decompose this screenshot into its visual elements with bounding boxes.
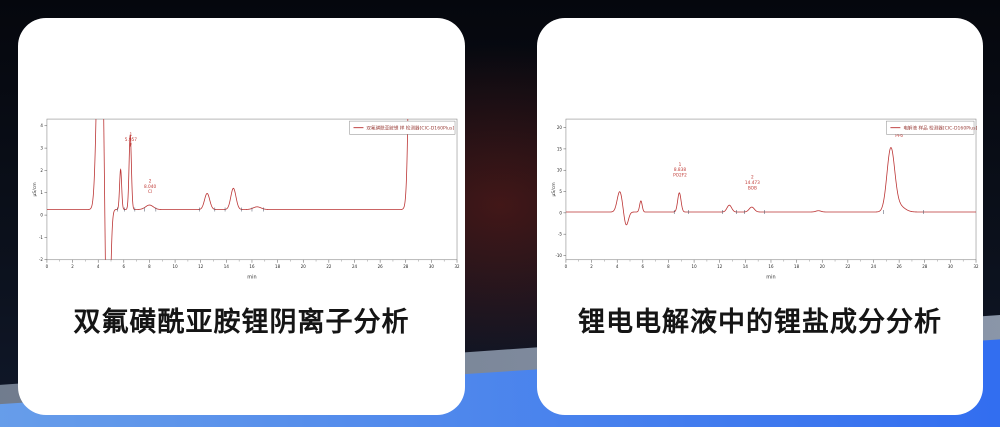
svg-text:26: 26 bbox=[897, 264, 902, 269]
svg-text:2: 2 bbox=[71, 264, 74, 269]
svg-text:Cl: Cl bbox=[148, 189, 152, 195]
svg-text:min: min bbox=[766, 274, 775, 280]
svg-text:2: 2 bbox=[149, 179, 152, 185]
svg-text:26: 26 bbox=[378, 264, 383, 269]
chromatogram-lifsi: 0 2 4 6 8 10 12 14 16 18 20 22 24 26 28 30 32 -2 -1 0 1 2 3 4 mi… bbox=[32, 113, 460, 281]
svg-text:电解液 样品 检测器[CIC-D160Plus]: 电解液 样品 检测器[CIC-D160Plus] bbox=[903, 124, 977, 131]
svg-text:2: 2 bbox=[590, 264, 593, 269]
svg-text:2: 2 bbox=[40, 168, 43, 173]
svg-text:-1: -1 bbox=[39, 235, 43, 240]
chromatogram-electrolyte: 0 2 4 6 8 10 12 14 16 18 20 22 24 26 28 30 32 -10 -5 0 5 10 15… bbox=[551, 113, 979, 281]
svg-text:12: 12 bbox=[198, 264, 203, 269]
svg-text:1: 1 bbox=[130, 132, 133, 138]
svg-text:6: 6 bbox=[642, 264, 645, 269]
svg-text:24: 24 bbox=[352, 264, 357, 269]
svg-text:14: 14 bbox=[743, 264, 748, 269]
svg-text:µS/cm: µS/cm bbox=[32, 182, 38, 196]
chromatogram-electrolyte-svg: 0 2 4 6 8 10 12 14 16 18 20 22 24 26 28 30 32-10-5051015… bbox=[551, 118, 979, 280]
svg-text:20: 20 bbox=[820, 264, 825, 269]
svg-text:4: 4 bbox=[97, 264, 100, 269]
svg-text:-2: -2 bbox=[39, 257, 43, 262]
svg-text:10: 10 bbox=[557, 168, 562, 173]
svg-text:-5: -5 bbox=[558, 232, 562, 237]
svg-text:BOB: BOB bbox=[748, 185, 757, 191]
svg-text:22: 22 bbox=[845, 264, 850, 269]
svg-text:18: 18 bbox=[794, 264, 799, 269]
svg-text:28: 28 bbox=[403, 264, 408, 269]
svg-text:8.838: 8.838 bbox=[674, 167, 686, 173]
svg-text:18: 18 bbox=[275, 264, 280, 269]
svg-text:10: 10 bbox=[692, 264, 697, 269]
svg-text:0: 0 bbox=[40, 212, 43, 217]
svg-text:14: 14 bbox=[224, 264, 229, 269]
svg-text:min: min bbox=[247, 274, 256, 280]
svg-text:1: 1 bbox=[679, 162, 682, 168]
svg-text:5.957: 5.957 bbox=[125, 137, 137, 143]
svg-text:28: 28 bbox=[922, 264, 927, 269]
svg-text:F: F bbox=[130, 142, 133, 148]
svg-text:0: 0 bbox=[559, 210, 562, 215]
card-lifsi-analysis: 0 2 4 6 8 10 12 14 16 18 20 22 24 26 28 30 32 -2 -1 0 1 2 3 4 mi… bbox=[18, 18, 465, 415]
svg-text:10: 10 bbox=[173, 264, 178, 269]
svg-text:5: 5 bbox=[559, 189, 562, 194]
svg-text:20: 20 bbox=[557, 125, 562, 130]
chromatogram-lifsi-svg: 0 2 4 6 8 10 12 14 16 18 20 22 24 26 28 30 32-2-101234mi… bbox=[32, 118, 460, 280]
card-electrolyte-analysis: 0 2 4 6 8 10 12 14 16 18 20 22 24 26 28 30 32 -10 -5 0 5 10 15… bbox=[537, 18, 983, 415]
svg-text:4: 4 bbox=[40, 123, 43, 128]
svg-text:-10: -10 bbox=[555, 253, 562, 258]
svg-text:0: 0 bbox=[46, 264, 49, 269]
svg-text:4: 4 bbox=[616, 264, 619, 269]
card-title: 锂电电解液中的锂盐成分分析 bbox=[578, 307, 942, 337]
svg-text:0: 0 bbox=[565, 264, 568, 269]
svg-text:PO2F2: PO2F2 bbox=[673, 172, 687, 178]
svg-text:12: 12 bbox=[717, 264, 722, 269]
svg-text:3: 3 bbox=[40, 145, 43, 150]
svg-text:32: 32 bbox=[454, 264, 459, 269]
svg-text:双氟磺酰亚胺锂 样 检测器[CIC-D160Plus]: 双氟磺酰亚胺锂 样 检测器[CIC-D160Plus] bbox=[366, 124, 454, 131]
svg-text:14.473: 14.473 bbox=[745, 180, 760, 186]
card-title: 双氟磺酰亚胺锂阴离子分析 bbox=[73, 307, 410, 337]
svg-text:16: 16 bbox=[249, 264, 254, 269]
svg-text:1: 1 bbox=[40, 190, 43, 195]
svg-text:µS/cm: µS/cm bbox=[551, 182, 557, 196]
svg-text:20: 20 bbox=[301, 264, 306, 269]
svg-text:6: 6 bbox=[123, 264, 126, 269]
svg-text:24: 24 bbox=[871, 264, 876, 269]
svg-text:8: 8 bbox=[667, 264, 670, 269]
svg-text:15: 15 bbox=[557, 146, 562, 151]
svg-text:30: 30 bbox=[948, 264, 953, 269]
svg-text:16: 16 bbox=[768, 264, 773, 269]
svg-text:8.040: 8.040 bbox=[144, 184, 156, 190]
svg-text:30: 30 bbox=[429, 264, 434, 269]
svg-text:PF6: PF6 bbox=[895, 133, 903, 139]
svg-text:32: 32 bbox=[973, 264, 978, 269]
svg-text:22: 22 bbox=[326, 264, 331, 269]
svg-text:8: 8 bbox=[148, 264, 151, 269]
svg-text:2: 2 bbox=[751, 175, 754, 181]
